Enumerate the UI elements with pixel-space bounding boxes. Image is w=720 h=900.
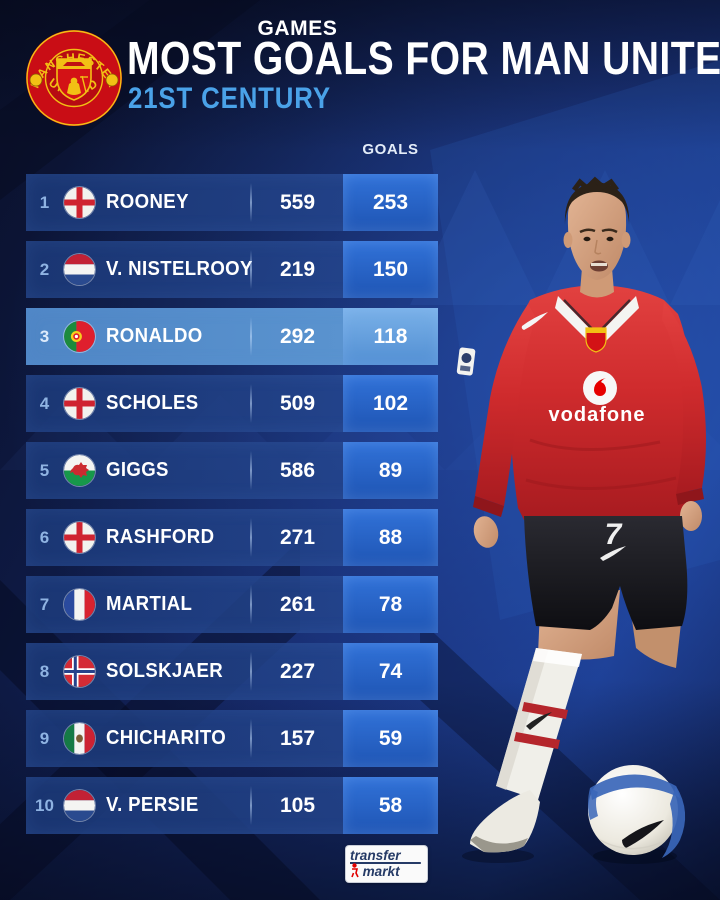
flag-mexico-icon: [64, 723, 95, 754]
games-value: 509: [279, 391, 316, 415]
flag-wales-icon: [64, 455, 95, 486]
flag-norway-icon: [64, 656, 95, 687]
rank-label: 10: [35, 795, 54, 815]
player-name: SOLSKJAER: [106, 660, 224, 682]
goals-value: 58: [343, 777, 438, 834]
column-divider: [250, 585, 252, 624]
page-title: MOST GOALS FOR MAN UNITED: [127, 32, 720, 84]
table-row: 2 V. NISTELROOY 219 150: [26, 241, 438, 298]
page-subtitle: 21ST CENTURY: [128, 82, 331, 115]
goals-value: 253: [343, 174, 438, 231]
player-name: V. PERSIE: [106, 794, 199, 816]
games-value: 292: [279, 324, 316, 348]
transfermarkt-player-icon: [351, 863, 359, 878]
player-name: CHICHARITO: [106, 727, 227, 749]
player-name: SCHOLES: [106, 392, 199, 414]
rank-label: 3: [39, 326, 50, 346]
games-value: 586: [279, 458, 316, 482]
transfermarkt-logo: transfer markt: [346, 846, 427, 882]
column-divider: [250, 183, 252, 222]
games-value: 157: [279, 726, 316, 750]
table-row: 10 V. PERSIE 105 58: [26, 777, 438, 834]
player-name: GIGGS: [106, 459, 169, 481]
games-value: 559: [279, 190, 316, 214]
player-name: RASHFORD: [106, 526, 215, 548]
games-value: 271: [279, 525, 316, 549]
column-header-goals: GOALS: [362, 141, 419, 158]
flag-england-icon: [64, 522, 95, 553]
player-photo: vodafone 7: [456, 176, 706, 864]
goals-value: 78: [343, 576, 438, 633]
player-name: RONALDO: [106, 325, 203, 347]
table-row: 4 SCHOLES 509 102: [26, 375, 438, 432]
column-divider: [250, 518, 252, 557]
table-row: 1 ROONEY 559 253: [26, 174, 438, 231]
table-row: 6 RASHFORD 271 88: [26, 509, 438, 566]
player-name: ROONEY: [106, 191, 189, 213]
rank-label: 5: [39, 460, 50, 480]
column-divider: [250, 719, 252, 758]
column-divider: [250, 786, 252, 825]
goals-value: 150: [343, 241, 438, 298]
transfermarkt-logo-line1: transfer: [350, 848, 421, 864]
flag-england-icon: [64, 388, 95, 419]
games-value: 261: [279, 592, 316, 616]
flag-portugal-icon: [64, 321, 95, 352]
column-divider: [250, 250, 252, 289]
leaderboard-table: 1 ROONEY 559 253 2 V. NISTELROOY 219 150…: [26, 174, 438, 844]
transfermarkt-logo-line2: markt: [362, 863, 400, 879]
column-divider: [250, 317, 252, 356]
goals-value: 89: [343, 442, 438, 499]
rank-label: 1: [39, 192, 50, 212]
player-name: V. NISTELROOY: [106, 258, 253, 280]
goals-value: 74: [343, 643, 438, 700]
rank-label: 4: [39, 393, 50, 413]
games-value: 105: [279, 793, 316, 817]
flag-england-icon: [64, 187, 95, 218]
goals-value: 118: [343, 308, 438, 365]
rank-label: 2: [39, 259, 50, 279]
shorts-number: 7: [605, 518, 623, 551]
goals-value: 59: [343, 710, 438, 767]
table-row-highlighted: 3 RONALDO 292 118: [26, 308, 438, 365]
column-divider: [250, 652, 252, 691]
rank-label: 8: [39, 661, 50, 681]
table-row: 5 GIGGS 586 89: [26, 442, 438, 499]
player-name: MARTIAL: [106, 593, 193, 615]
flag-netherlands-icon: [64, 254, 95, 285]
column-divider: [250, 451, 252, 490]
jersey-sponsor-text: vodafone: [549, 404, 646, 426]
rank-label: 7: [39, 594, 50, 614]
table-row: 8 SOLSKJAER 227 74: [26, 643, 438, 700]
rank-label: 6: [39, 527, 50, 547]
flag-france-icon: [64, 589, 95, 620]
goals-value: 102: [343, 375, 438, 432]
manchester-united-crest: MANCHESTER UNITED: [26, 30, 122, 126]
table-row: 7 MARTIAL 261 78: [26, 576, 438, 633]
goals-value: 88: [343, 509, 438, 566]
rank-label: 9: [39, 728, 50, 748]
column-divider: [250, 384, 252, 423]
column-header-games: GAMES: [257, 16, 338, 40]
table-row: 9 CHICHARITO 157 59: [26, 710, 438, 767]
games-value: 219: [279, 257, 316, 281]
flag-netherlands-icon: [64, 790, 95, 821]
games-value: 227: [279, 659, 316, 683]
